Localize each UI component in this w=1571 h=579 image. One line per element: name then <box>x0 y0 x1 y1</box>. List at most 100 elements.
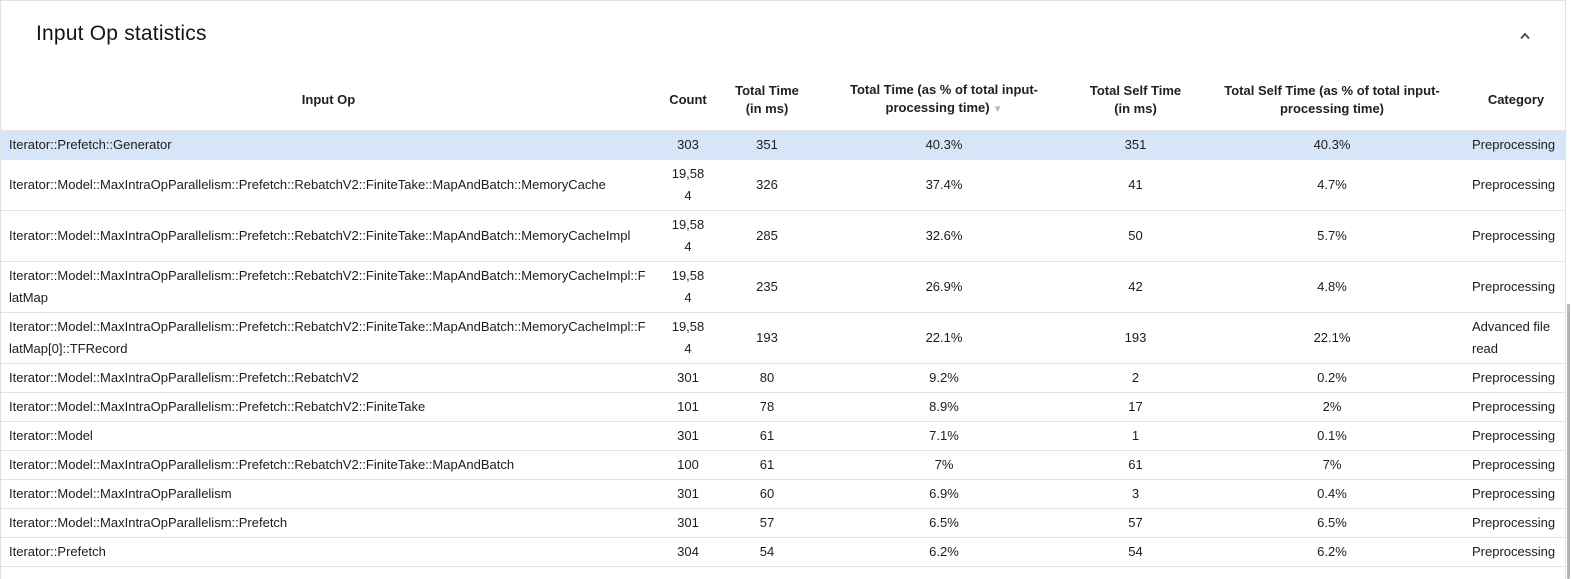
column-header-input_op[interactable]: Input Op <box>1 70 656 131</box>
cell-self_time_pct: 0.1% <box>1197 421 1467 451</box>
cell-total_time: 285 <box>720 210 814 262</box>
cell-self_time: 57 <box>1074 508 1197 538</box>
sort-desc-icon: ▼ <box>992 104 1003 115</box>
cell-count: 303 <box>656 130 720 160</box>
table-row[interactable]: Iterator::Model::MaxIntraOpParallelism::… <box>1 210 1565 262</box>
cell-total_time_pct: 26.9% <box>814 261 1074 313</box>
table-header-row: Input Op Count Total Time (in ms) Total Tim… <box>1 70 1565 131</box>
cell-total_time: 57 <box>720 508 814 538</box>
table-body: Iterator::Prefetch::Generator 303 351 40.3%… <box>1 130 1565 567</box>
column-header-category[interactable]: Category <box>1467 70 1565 131</box>
cell-input_op: Iterator::Prefetch::Generator <box>1 130 656 160</box>
cell-count: 19,584 <box>656 210 720 262</box>
cell-self_time_pct: 0.4% <box>1197 479 1467 509</box>
table-row[interactable]: Iterator::Model::MaxIntraOpParallelism::… <box>1 159 1565 211</box>
count-value: 301 <box>677 428 699 443</box>
cell-input_op: Iterator::Model::MaxIntraOpParallelism <box>1 479 656 509</box>
table-row[interactable]: Iterator::Model::MaxIntraOpParallelism::… <box>1 312 1565 364</box>
cell-category: Preprocessing <box>1467 421 1565 451</box>
table-row[interactable]: Iterator::Model::MaxIntraOpParallelism::… <box>1 363 1565 393</box>
cell-self_time_pct: 6.2% <box>1197 537 1467 567</box>
cell-count: 301 <box>656 479 720 509</box>
cell-input_op: Iterator::Model::MaxIntraOpParallelism::… <box>1 392 656 422</box>
count-value: 19,584 <box>671 217 705 254</box>
cell-count: 19,584 <box>656 159 720 211</box>
column-header-self_time_pct[interactable]: Total Self Time (as % of total input-pro… <box>1197 70 1467 131</box>
table-row[interactable]: Iterator::Prefetch 304 54 6.2% 54 6.2% Preproc… <box>1 537 1565 567</box>
count-value: 19,584 <box>671 166 705 203</box>
cell-total_time_pct: 8.9% <box>814 392 1074 422</box>
table-row[interactable]: Iterator::Model::MaxIntraOpParallelism::… <box>1 261 1565 313</box>
vertical-scrollbar-thumb[interactable] <box>1567 304 1570 579</box>
cell-self_time: 41 <box>1074 159 1197 211</box>
cell-total_time: 80 <box>720 363 814 393</box>
table-row[interactable]: Iterator::Model::MaxIntraOpParallelism 30… <box>1 479 1565 509</box>
cell-total_time_pct: 9.2% <box>814 363 1074 393</box>
cell-total_time_pct: 6.9% <box>814 479 1074 509</box>
cell-self_time: 17 <box>1074 392 1197 422</box>
panel-header: Input Op statistics <box>1 1 1565 70</box>
cell-self_time: 193 <box>1074 312 1197 364</box>
cell-input_op: Iterator::Model::MaxIntraOpParallelism::… <box>1 508 656 538</box>
cell-self_time_pct: 6.5% <box>1197 508 1467 538</box>
column-header-label: Count <box>669 92 707 107</box>
count-value: 301 <box>677 515 699 530</box>
collapse-panel-button[interactable] <box>1515 26 1535 46</box>
cell-total_time: 61 <box>720 421 814 451</box>
table-row[interactable]: Iterator::Model::MaxIntraOpParallelism::… <box>1 508 1565 538</box>
cell-self_time_pct: 5.7% <box>1197 210 1467 262</box>
cell-input_op: Iterator::Prefetch <box>1 537 656 567</box>
cell-input_op: Iterator::Model::MaxIntraOpParallelism::… <box>1 450 656 480</box>
column-header-label: Input Op <box>301 92 356 107</box>
cell-category: Preprocessing <box>1467 130 1565 160</box>
cell-self_time: 50 <box>1074 210 1197 262</box>
table-row[interactable]: Iterator::Prefetch::Generator 303 351 40.3%… <box>1 130 1565 160</box>
cell-category: Preprocessing <box>1467 159 1565 211</box>
chevron-up-icon <box>1517 32 1533 47</box>
cell-input_op: Iterator::Model::MaxIntraOpParallelism::… <box>1 159 656 211</box>
cell-count: 101 <box>656 392 720 422</box>
cell-total_time_pct: 37.4% <box>814 159 1074 211</box>
column-header-total_time[interactable]: Total Time (in ms) <box>720 70 814 131</box>
cell-total_time_pct: 7.1% <box>814 421 1074 451</box>
table-row[interactable]: Iterator::Model::MaxIntraOpParallelism::… <box>1 450 1565 480</box>
panel-title: Input Op statistics <box>36 22 207 45</box>
cell-self_time_pct: 4.8% <box>1197 261 1467 313</box>
cell-total_time: 60 <box>720 479 814 509</box>
column-header-label: Total Time (in ms) <box>735 83 799 116</box>
count-value: 301 <box>677 486 699 501</box>
cell-total_time: 193 <box>720 312 814 364</box>
count-value: 301 <box>677 370 699 385</box>
cell-category: Preprocessing <box>1467 479 1565 509</box>
cell-self_time: 42 <box>1074 261 1197 313</box>
cell-total_time_pct: 40.3% <box>814 130 1074 160</box>
cell-total_time_pct: 6.5% <box>814 508 1074 538</box>
cell-total_time_pct: 6.2% <box>814 537 1074 567</box>
cell-self_time: 2 <box>1074 363 1197 393</box>
cell-self_time: 3 <box>1074 479 1197 509</box>
column-header-total_time_pct[interactable]: Total Time (as % of total input-processi… <box>814 70 1074 131</box>
column-header-self_time[interactable]: Total Self Time (in ms) <box>1074 70 1197 131</box>
cell-category: Preprocessing <box>1467 261 1565 313</box>
cell-category: Preprocessing <box>1467 363 1565 393</box>
cell-self_time_pct: 4.7% <box>1197 159 1467 211</box>
cell-input_op: Iterator::Model::MaxIntraOpParallelism::… <box>1 261 656 313</box>
cell-count: 19,584 <box>656 312 720 364</box>
cell-category: Preprocessing <box>1467 537 1565 567</box>
cell-total_time: 326 <box>720 159 814 211</box>
cell-category: Advanced file read <box>1467 312 1565 364</box>
table-row[interactable]: Iterator::Model::MaxIntraOpParallelism::… <box>1 392 1565 422</box>
cell-category: Preprocessing <box>1467 450 1565 480</box>
cell-self_time_pct: 22.1% <box>1197 312 1467 364</box>
count-value: 303 <box>677 137 699 152</box>
column-header-count[interactable]: Count <box>656 70 720 131</box>
column-header-label: Total Self Time (in ms) <box>1089 83 1182 116</box>
cell-total_time: 235 <box>720 261 814 313</box>
cell-count: 19,584 <box>656 261 720 313</box>
table-row[interactable]: Iterator::Model 301 61 7.1% 1 0.1% Preprocessi… <box>1 421 1565 451</box>
cell-total_time_pct: 7% <box>814 450 1074 480</box>
column-header-label: Category <box>1487 92 1545 107</box>
cell-self_time: 54 <box>1074 537 1197 567</box>
cell-total_time: 351 <box>720 130 814 160</box>
